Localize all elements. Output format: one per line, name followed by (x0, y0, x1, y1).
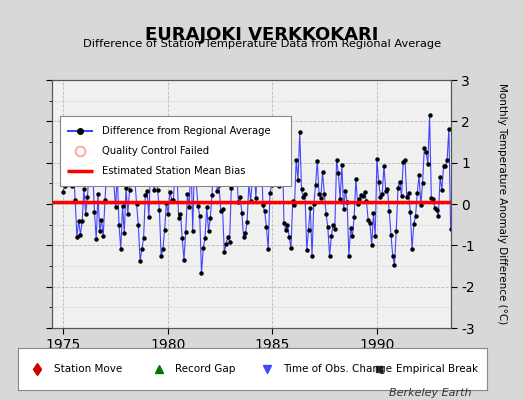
Text: Record Gap: Record Gap (176, 364, 236, 374)
Text: Difference from Regional Average: Difference from Regional Average (102, 126, 270, 136)
Text: Time of Obs. Change: Time of Obs. Change (283, 364, 392, 374)
Text: Difference of Station Temperature Data from Regional Average: Difference of Station Temperature Data f… (83, 39, 441, 49)
Text: Quality Control Failed: Quality Control Failed (102, 146, 209, 156)
Text: EURAJOKI VERKKOKARI: EURAJOKI VERKKOKARI (145, 26, 379, 44)
Text: Estimated Station Mean Bias: Estimated Station Mean Bias (102, 166, 245, 176)
Text: Berkeley Earth: Berkeley Earth (389, 388, 472, 398)
Text: Empirical Break: Empirical Break (396, 364, 478, 374)
Y-axis label: Monthly Temperature Anomaly Difference (°C): Monthly Temperature Anomaly Difference (… (497, 83, 507, 325)
Text: Station Move: Station Move (53, 364, 122, 374)
